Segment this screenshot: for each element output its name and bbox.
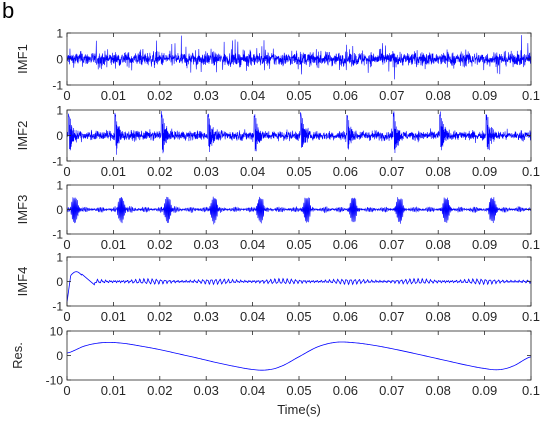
x-tick-label: 0.08 <box>426 309 451 324</box>
x-axis-label: Time(s) <box>277 402 321 417</box>
x-tick-label: 0.01 <box>101 383 126 398</box>
x-tick-label: 0.05 <box>286 383 311 398</box>
x-tick-label: 0.01 <box>101 164 126 179</box>
x-tick-label: 0.08 <box>426 164 451 179</box>
x-tick-label: 0.02 <box>147 237 172 252</box>
y-tick-label: 0 <box>56 129 63 143</box>
y-tick-label: -1 <box>52 155 63 169</box>
subplot-4: 0 0.01 0.02 0.03 0.04 0.05 0.06 0.07 0.08 0.09 0.1… <box>15 251 540 325</box>
subplot-3: 0 0.01 0.02 0.03 0.04 0.05 0.06 0.07 0.08 0.09 0.1… <box>15 179 540 253</box>
x-tick-label: 0.04 <box>240 164 265 179</box>
x-tick-label: 0.01 <box>101 237 126 252</box>
x-tick-label: 0.1 <box>522 383 540 398</box>
x-tick-label: 0 <box>63 88 70 103</box>
x-tick-label: 0.09 <box>472 383 497 398</box>
y-axis-label: IMF2 <box>15 121 30 151</box>
x-tick-label: 0.06 <box>333 237 358 252</box>
series-line <box>66 271 532 303</box>
y-tick-label: 0 <box>56 275 63 289</box>
y-axis-label: IMF4 <box>15 267 30 297</box>
y-tick-label: 1 <box>56 251 63 265</box>
x-tick-label: 0.05 <box>286 237 311 252</box>
y-tick-label: 0 <box>56 203 63 217</box>
series-line <box>66 111 532 155</box>
x-tick-label: 0.02 <box>147 164 172 179</box>
x-tick-label: 0.02 <box>147 309 172 324</box>
series-line <box>66 341 532 371</box>
x-tick-label: 0.06 <box>333 309 358 324</box>
y-axis-label: IMF1 <box>15 44 30 74</box>
x-tick-label: 0.08 <box>426 88 451 103</box>
x-tick-label: 0.06 <box>333 164 358 179</box>
x-tick-label: 0.07 <box>379 164 404 179</box>
x-tick-label: 0.04 <box>240 237 265 252</box>
x-tick-label: 0.09 <box>472 88 497 103</box>
y-tick-label: -1 <box>52 79 63 93</box>
x-tick-label: 0.1 <box>522 309 540 324</box>
y-tick-label: -10 <box>46 374 64 388</box>
x-tick-label: 0.09 <box>472 237 497 252</box>
x-tick-label: 0.01 <box>101 88 126 103</box>
x-tick-label: 0 <box>63 164 70 179</box>
x-tick-label: 0.1 <box>522 164 540 179</box>
y-tick-label: -1 <box>52 300 63 314</box>
x-tick-label: 0.03 <box>194 309 219 324</box>
x-tick-label: 0 <box>63 237 70 252</box>
x-tick-label: 0.04 <box>240 383 265 398</box>
x-tick-label: 0.05 <box>286 309 311 324</box>
y-tick-label: 1 <box>56 179 63 193</box>
x-tick-label: 0.03 <box>194 237 219 252</box>
subplot-2: 0 0.01 0.02 0.03 0.04 0.05 0.06 0.07 0.08 0.09 0.1… <box>15 104 540 180</box>
y-tick-label: 1 <box>56 104 63 118</box>
series-line <box>66 196 532 225</box>
y-tick-label: 10 <box>50 325 64 339</box>
x-tick-label: 0.09 <box>472 309 497 324</box>
x-tick-label: 0.06 <box>333 383 358 398</box>
y-tick-label: 0 <box>56 53 63 67</box>
x-tick-label: 0 <box>63 383 70 398</box>
y-tick-label: -1 <box>52 228 63 242</box>
x-tick-label: 0.05 <box>286 164 311 179</box>
x-tick-label: 0.08 <box>426 383 451 398</box>
y-axis-label: Res. <box>10 342 25 369</box>
subplot-1: 0 0.01 0.02 0.03 0.04 0.05 0.06 0.07 0.08 0.09 0.1… <box>15 27 540 104</box>
x-tick-label: 0.09 <box>472 164 497 179</box>
subplot-5: 0 0.01 0.02 0.03 0.04 0.05 0.06 0.07 0.08 0.09 0.1… <box>10 325 540 418</box>
axes-frame <box>66 330 532 381</box>
x-tick-label: 0.07 <box>379 88 404 103</box>
x-tick-label: 0.03 <box>194 88 219 103</box>
x-tick-label: 0.03 <box>194 164 219 179</box>
x-tick-label: 0.05 <box>286 88 311 103</box>
x-tick-label: 0.02 <box>147 383 172 398</box>
x-tick-label: 0.06 <box>333 88 358 103</box>
panel-letter: b <box>2 0 15 23</box>
x-tick-label: 0.1 <box>522 88 540 103</box>
x-tick-label: 0.07 <box>379 237 404 252</box>
y-tick-label: 0 <box>56 349 63 363</box>
y-axis-label: IMF3 <box>15 195 30 225</box>
x-tick-label: 0.04 <box>240 88 265 103</box>
y-tick-label: 1 <box>56 27 63 41</box>
x-tick-label: 0.08 <box>426 237 451 252</box>
series-line <box>66 35 532 80</box>
x-tick-label: 0.07 <box>379 309 404 324</box>
x-tick-label: 0 <box>63 309 70 324</box>
x-tick-label: 0.07 <box>379 383 404 398</box>
x-tick-label: 0.03 <box>194 383 219 398</box>
x-tick-label: 0.04 <box>240 309 265 324</box>
x-tick-label: 0.1 <box>522 237 540 252</box>
x-tick-label: 0.01 <box>101 309 126 324</box>
x-tick-label: 0.02 <box>147 88 172 103</box>
